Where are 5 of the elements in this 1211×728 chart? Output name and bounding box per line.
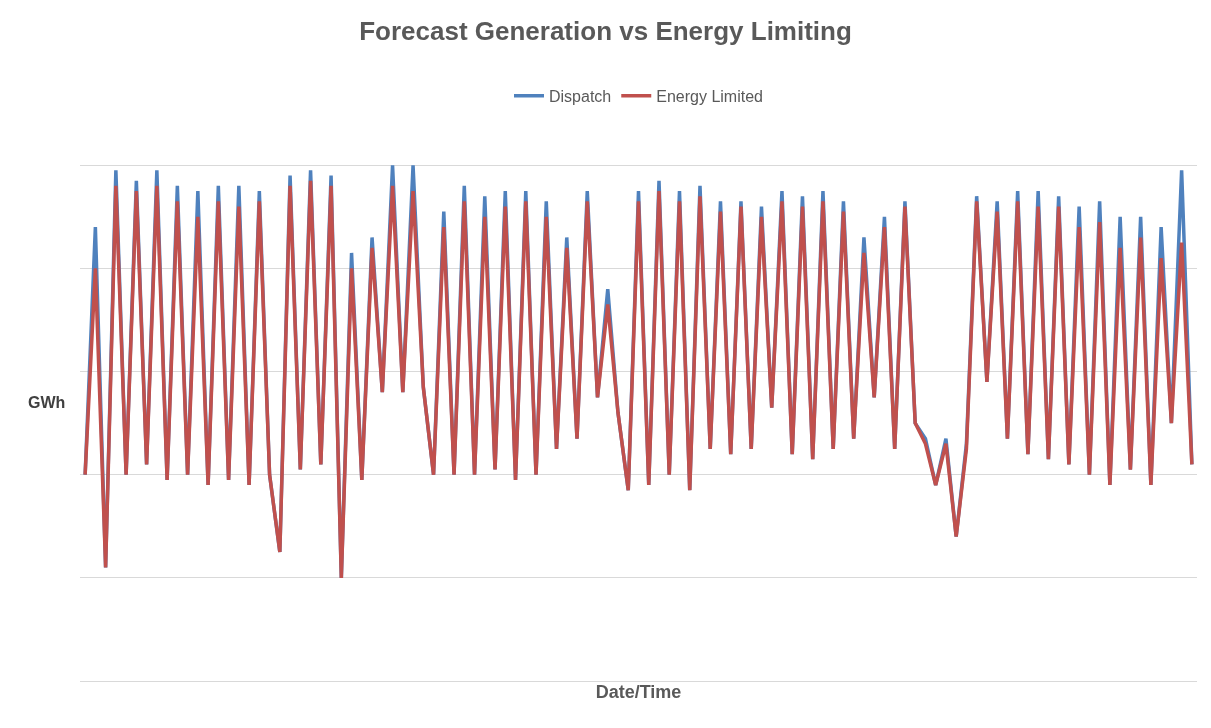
y-axis-title: GWh bbox=[28, 394, 66, 411]
x-axis-title: Date/Time bbox=[595, 682, 682, 703]
chart-title: Forecast Generation vs Energy Limiting bbox=[359, 16, 852, 47]
legend-label: Dispatch bbox=[549, 88, 612, 105]
legend-label: Energy Limited bbox=[656, 88, 763, 105]
